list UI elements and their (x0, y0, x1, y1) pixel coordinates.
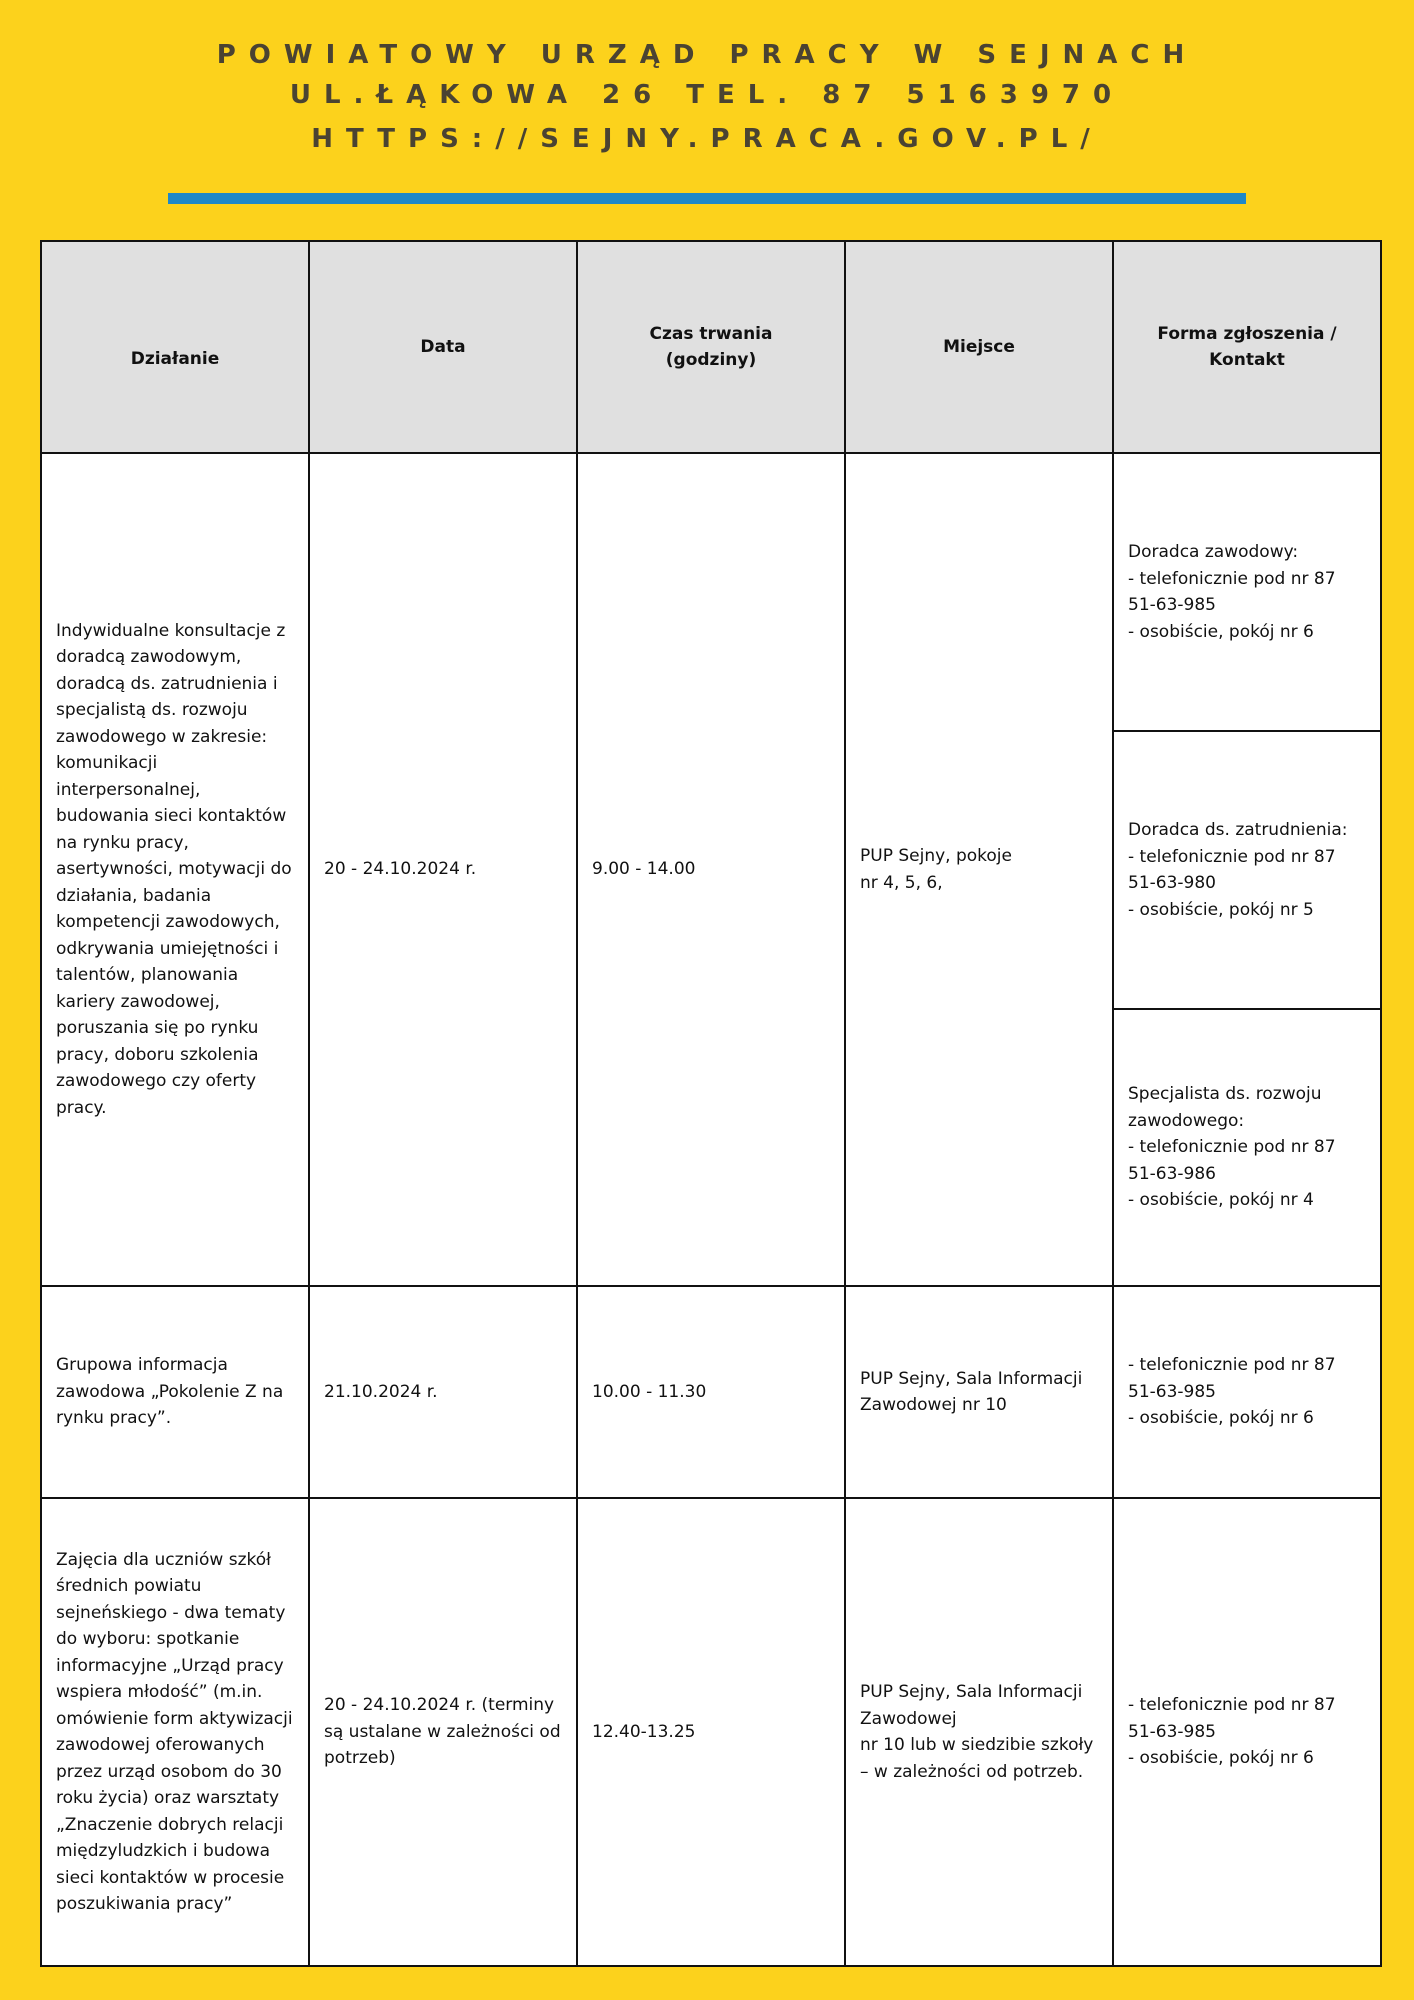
table-row: Indywidualne konsultacje z doradcą zawod… (40, 452, 1382, 1287)
office-name: POWIATOWY URZĄD PRACY W SEJNACH (216, 40, 1198, 70)
cell-dzialanie: Zajęcia dla uczniów szkół średnich powia… (40, 1497, 310, 1967)
cell-miejsce: PUP Sejny, Sala Informacji Zawodowej nr … (844, 1285, 1114, 1499)
table-header-row: Działanie Data Czas trwania (godziny) Mi… (40, 240, 1382, 454)
cell-miejsce: PUP Sejny, Sala Informacji Zawodowej nr … (844, 1497, 1114, 1967)
cell-data: 20 - 24.10.2024 r. (308, 452, 578, 1287)
cell-kontakt: Doradca ds. zatrudnienia: - telefoniczni… (1112, 730, 1382, 1010)
table-row: Grupowa informacja zawodowa „Pokolenie Z… (40, 1285, 1382, 1499)
cell-kontakt: - telefonicznie pod nr 87 51-63-985 - os… (1112, 1285, 1382, 1499)
table-subrow: Specjalista ds. rozwoju zawodowego: - te… (41, 1008, 1382, 1287)
cell-kontakt: Doradca zawodowy: - telefonicznie pod nr… (1112, 452, 1382, 732)
cell-dzialanie: Indywidualne konsultacje z doradcą zawod… (40, 452, 310, 1287)
table-subrow: Doradca ds. zatrudnienia: - telefoniczni… (41, 730, 1382, 1010)
header-divider (168, 193, 1246, 204)
cell-czas: 9.00 - 14.00 (576, 452, 846, 1287)
table-row: Zajęcia dla uczniów szkół średnich powia… (40, 1497, 1382, 1967)
cell-data: 20 - 24.10.2024 r. (terminy są ustalane … (308, 1497, 578, 1967)
cell-data: 21.10.2024 r. (308, 1285, 578, 1499)
cell-dzialanie: Grupowa informacja zawodowa „Pokolenie Z… (40, 1285, 310, 1499)
office-address: UL.ŁĄKOWA 26 TEL. 87 5163970 (289, 80, 1125, 110)
column-header: Działanie (40, 240, 310, 454)
cell-czas: 10.00 - 11.30 (576, 1285, 846, 1499)
column-header: Forma zgłoszenia / Kontakt (1112, 240, 1382, 454)
column-header: Czas trwania (godziny) (576, 240, 846, 454)
cell-miejsce: PUP Sejny, pokoje nr 4, 5, 6, (844, 452, 1114, 1287)
column-header: Miejsce (844, 240, 1114, 454)
office-website: HTTPS://SEJNY.PRACA.GOV.PL/ (311, 124, 1103, 154)
cell-kontakt: Specjalista ds. rozwoju zawodowego: - te… (1112, 1008, 1382, 1287)
column-header: Data (308, 240, 578, 454)
cell-czas: 12.40-13.25 (576, 1497, 846, 1967)
cell-kontakt: - telefonicznie pod nr 87 51-63-985 - os… (1112, 1497, 1382, 1967)
schedule-table: Działanie Data Czas trwania (godziny) Mi… (40, 240, 1382, 1967)
